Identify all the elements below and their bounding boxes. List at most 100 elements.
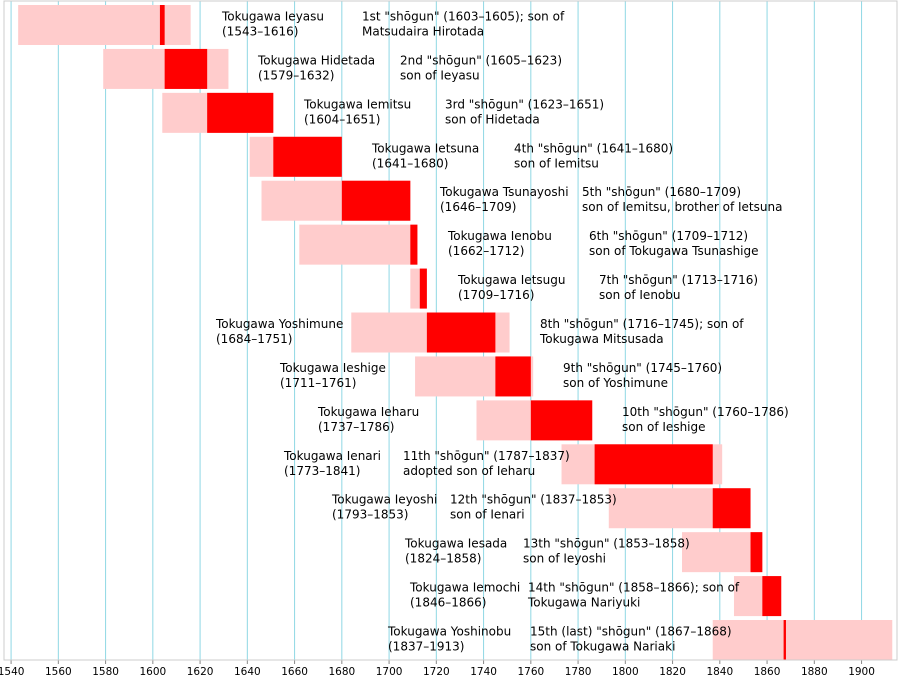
x-tick-label: 1640	[234, 666, 261, 678]
shogun-name: Tokugawa Yoshinobu	[387, 625, 511, 639]
shogun-name: Tokugawa Iemitsu	[303, 97, 411, 111]
shogun-name: Tokugawa Ieyasu	[221, 10, 324, 24]
x-tick-label: 1760	[517, 666, 544, 678]
father-link: Matsudaira Hirotada	[362, 25, 484, 39]
life-dates: (1711–1761)	[280, 376, 356, 390]
life-dates: (1773–1841)	[284, 464, 360, 478]
shogun-name: Tokugawa Ieshige	[279, 361, 386, 375]
shogun-note: son of Ienobu	[599, 288, 681, 302]
x-tick-label: 1720	[423, 666, 450, 678]
father-link: Tokugawa Mitsusada	[539, 332, 664, 346]
life-dates: (1824–1858)	[405, 552, 481, 566]
x-tick-label: 1600	[139, 666, 166, 678]
shogun-note: 12th "shōgun" (1837–1853)	[450, 493, 617, 507]
shogun-note: son of Yoshimune	[563, 376, 668, 390]
shogun-note: son of Tokugawa Nariaki	[530, 640, 675, 654]
shogun-note: 4th "shōgun" (1641–1680)	[514, 141, 673, 155]
shogun-note: 11th "shōgun" (1787–1837)	[403, 449, 570, 463]
x-tick-label: 1840	[706, 666, 733, 678]
lifespan-bar	[299, 224, 418, 265]
reign-bar	[530, 400, 593, 441]
shogun-name: Tokugawa Iesada	[404, 537, 507, 551]
lifespan-bar	[18, 5, 191, 45]
life-dates: (1684–1751)	[216, 332, 292, 346]
reign-bar	[783, 620, 786, 661]
x-tick-label: 1680	[328, 666, 355, 678]
shogun-note: 10th "shōgun" (1760–1786)	[622, 405, 789, 419]
x-tick-label: 1540	[0, 666, 24, 678]
lifespan-bar	[712, 620, 893, 661]
shogun-note: son of Ieyasu	[400, 68, 480, 82]
shogun-name: Tokugawa Ienobu	[447, 229, 552, 243]
shogun-note: son of Hidetada	[445, 112, 540, 126]
shogun-name: Tokugawa Ietsuna	[371, 141, 479, 155]
shogun-name: Tokugawa Ienari	[283, 449, 381, 463]
x-tick-label: 1860	[754, 666, 781, 678]
x-tick-label: 1560	[45, 666, 72, 678]
x-tick-label: 1620	[187, 666, 214, 678]
shogun-note: son of Iemitsu	[514, 156, 599, 170]
shogun-name: Tokugawa Ieharu	[317, 405, 419, 419]
life-dates: (1543–1616)	[222, 25, 298, 39]
shogun-name: Tokugawa Yoshimune	[215, 317, 343, 331]
reign-bar	[712, 488, 751, 529]
shogun-note: son of Ieyoshi	[523, 552, 606, 566]
life-dates: (1579–1632)	[258, 68, 334, 82]
shogun-note: 9th "shōgun" (1745–1760)	[563, 361, 722, 375]
shogun-name: Tokugawa Iemochi	[409, 581, 520, 595]
reign-bar	[419, 268, 427, 309]
x-tick-label: 1820	[659, 666, 686, 678]
life-dates: (1662–1712)	[448, 244, 524, 258]
shogun-note: 13th "shōgun" (1853–1858)	[523, 537, 690, 551]
life-dates: (1846–1866)	[410, 596, 486, 610]
lifespan-bar	[682, 532, 763, 573]
shogun-note: 6th "shōgun" (1709–1712)	[589, 229, 748, 243]
reign-bar	[750, 532, 763, 573]
reign-bar	[207, 92, 274, 133]
reign-bar	[594, 444, 713, 485]
reign-bar	[426, 312, 496, 353]
x-tick-label: 1740	[470, 666, 497, 678]
life-dates: (1709–1716)	[458, 288, 534, 302]
reign-bar	[341, 180, 411, 221]
labels: Tokugawa Ieyasu(1543–1616) 1st "shōgun" (…	[215, 10, 789, 654]
father-link: Tokugawa Nariyuki	[527, 596, 640, 610]
shogun-note: son of Iemitsu, brother of Ietsuna	[582, 200, 782, 214]
reign-bar	[762, 576, 782, 617]
life-dates: (1737–1786)	[318, 420, 394, 434]
shogun-note: son of Tokugawa Tsunashige	[589, 244, 759, 258]
x-tick-label: 1660	[281, 666, 308, 678]
life-dates: (1793–1853)	[332, 508, 408, 522]
life-dates: (1646–1709)	[440, 200, 516, 214]
shogun-note: 7th "shōgun" (1713–1716)	[599, 273, 758, 287]
x-tick-label: 1700	[376, 666, 403, 678]
shogun-note: 5th "shōgun" (1680–1709)	[582, 185, 741, 199]
bars	[18, 5, 893, 661]
shogun-name: Tokugawa Ieyoshi	[331, 493, 437, 507]
reign-bar	[159, 5, 165, 45]
shogun-note: son of Ieshige	[622, 420, 706, 434]
x-tick-label: 1900	[848, 666, 875, 678]
reign-bar	[273, 136, 342, 177]
shogun-name: Tokugawa Tsunayoshi	[439, 185, 569, 199]
shogun-note: 14th "shōgun" (1858–1866); son of	[528, 581, 740, 595]
frame	[3, 0, 898, 661]
shogun-note: 8th "shōgun" (1716–1745); son of	[540, 317, 744, 331]
shogun-note: 15th (last) "shōgun" (1867–1868)	[530, 625, 732, 639]
shogun-name: Tokugawa Ietsugu	[457, 273, 565, 287]
x-tick-label: 1880	[801, 666, 828, 678]
shogun-note: adopted son of Ieharu	[403, 464, 535, 478]
x-tick-label: 1800	[612, 666, 639, 678]
shogun-note: 3rd "shōgun" (1623–1651)	[445, 97, 604, 111]
reign-bar	[495, 356, 531, 397]
life-dates: (1837–1913)	[388, 640, 464, 654]
x-tick-label: 1580	[92, 666, 119, 678]
reign-bar	[410, 224, 418, 265]
shogun-note: son of Ienari	[450, 508, 525, 522]
reign-bar	[164, 48, 208, 89]
life-dates: (1641–1680)	[372, 156, 448, 170]
shogun-note: 1st "shōgun" (1603–1605); son of	[362, 10, 565, 24]
shogun-name: Tokugawa Hidetada	[257, 53, 375, 67]
shogun-note: 2nd "shōgun" (1605–1623)	[400, 53, 562, 67]
